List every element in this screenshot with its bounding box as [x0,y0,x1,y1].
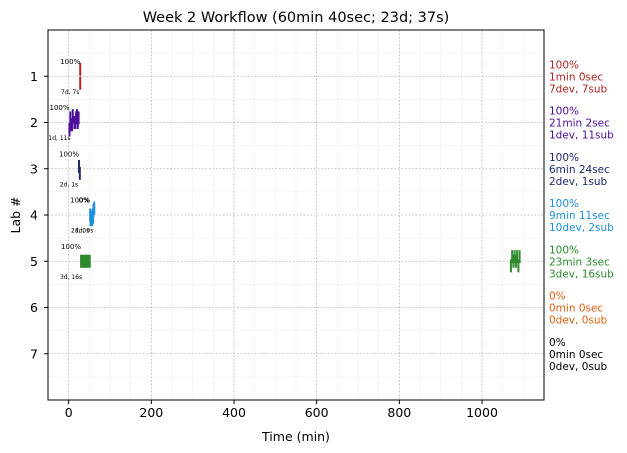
lab-summary-line: 1dev, 11sub [549,130,614,142]
lab-annotations: 100% 7d, 7s 100% 1d, 11s 100% 2d, 1s 100% 2d, 0… [48,58,93,281]
lab-summary-line: 100% [549,244,579,256]
lab-summary-line: 9min 11sec [549,210,610,222]
lab-summary-line: 0min 0sec [549,303,603,315]
lab-summary-line: 3dev, 16sub [549,268,614,280]
lab-summary-line: 1min 0sec [549,71,603,83]
lab-summary-line: 0% [549,291,566,303]
y-tick-label: 3 [30,161,38,176]
x-axis: 0 200 400 600 800 1000 [65,400,498,420]
x-tick-label: 0 [65,405,73,420]
lab-devices-label: 7d, 7s [61,89,79,96]
y-tick-label: 1 [30,69,38,84]
lab-summary-line: 23min 3sec [549,256,610,268]
lab-percent-label: 100% [70,197,90,205]
lab-devices-label: 1d, 0s [75,228,93,235]
lab-devices-label: 2d, 0s [71,228,89,235]
lab-summary-line: 10dev, 2sub [549,222,614,234]
y-tick-label: 5 [30,254,38,269]
lab-summary-line: 100% [549,198,579,210]
chart-title: Week 2 Workflow (60min 40sec; 23d; 37s) [143,10,450,26]
lab-summary-line: 2dev, 1sub [549,176,608,188]
lab-percent-label: 100% [59,150,79,158]
y-tick-label: 4 [30,208,38,223]
y-tick-label: 7 [30,346,38,361]
x-tick-label: 200 [139,405,163,420]
grid [47,30,545,400]
lab-marks [68,62,521,273]
lab-percent-label: 0% [79,197,90,205]
lab-summary-line: 0dev, 0sub [549,315,608,327]
lab-devices-label: 3d, 16s [60,274,82,281]
lab-summary-line: 0dev, 0sub [549,361,608,373]
y-tick-label: 6 [30,300,38,315]
lab-summary-line: 6min 24sec [549,164,610,176]
y-axis: 1 2 3 4 5 6 7 [30,69,48,361]
x-tick-label: 800 [387,405,411,420]
x-tick-label: 600 [305,405,329,420]
lab-summary-line: 100% [549,59,579,71]
y-axis-label: Lab # [8,196,23,233]
lab-devices-label: 1d, 11s [48,135,70,142]
lab-devices-label: 2d, 1s [60,181,78,188]
lab-percent-label: 100% [49,104,69,112]
lab-summary-line: 100% [549,152,579,164]
lab-summary-line: 0% [549,337,566,349]
lab-summary-line: 0min 0sec [549,349,603,361]
x-axis-label: Time (min) [261,429,330,444]
lab-percent-label: 100% [60,58,80,66]
y-tick-label: 2 [30,115,38,130]
lab-percent-label: 100% [61,243,81,251]
x-tick-label: 1000 [466,405,498,420]
x-tick-label: 400 [222,405,246,420]
lab-summary-line: 7dev, 7sub [549,83,608,95]
lab-summary-line: 100% [549,106,579,118]
lab-summary-line: 21min 2sec [549,118,610,130]
